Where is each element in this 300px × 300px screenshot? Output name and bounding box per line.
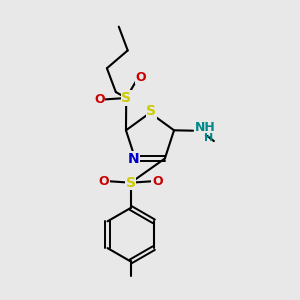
Text: S: S	[126, 176, 136, 190]
Text: O: O	[99, 175, 109, 188]
Text: S: S	[146, 104, 157, 118]
Text: NH: NH	[195, 121, 215, 134]
Text: O: O	[136, 71, 146, 84]
Text: S: S	[121, 91, 131, 105]
Text: H: H	[204, 133, 213, 143]
Text: O: O	[152, 175, 163, 188]
Text: O: O	[94, 93, 105, 106]
Text: N: N	[128, 152, 140, 166]
